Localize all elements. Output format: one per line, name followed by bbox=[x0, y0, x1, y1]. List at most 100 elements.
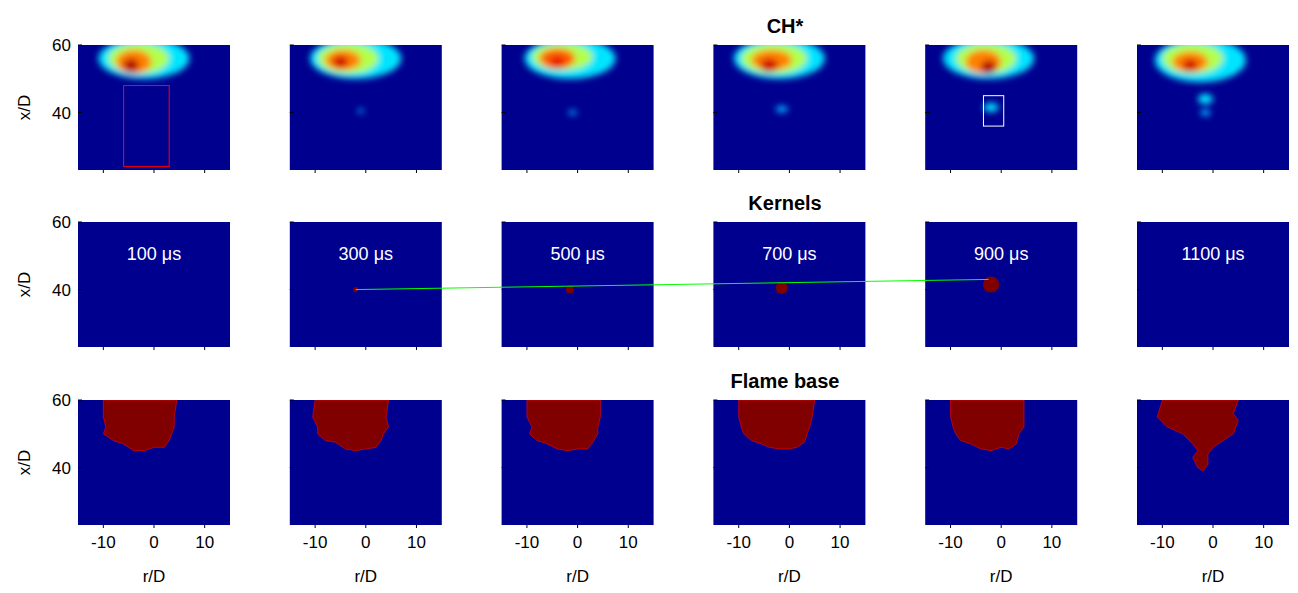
x-tick bbox=[1001, 525, 1002, 528]
intensity-blob bbox=[983, 103, 998, 112]
x-tick bbox=[577, 347, 578, 350]
y-tick bbox=[502, 467, 506, 468]
panel-marks bbox=[1155, 45, 1246, 116]
panel-background bbox=[925, 222, 1077, 347]
flame-base-region bbox=[1157, 400, 1238, 471]
panel-background bbox=[1137, 400, 1289, 525]
x-tick bbox=[950, 170, 951, 173]
time-label: 900 μs bbox=[974, 244, 1028, 264]
intensity-blob bbox=[741, 45, 807, 74]
x-tick bbox=[1001, 170, 1002, 173]
panel-marks bbox=[98, 45, 189, 79]
y-tick bbox=[925, 222, 929, 223]
figure: CH*x/D4060Kernelsx/D4060100 μs300 μs500 … bbox=[0, 0, 1298, 593]
y-tick bbox=[290, 45, 294, 46]
x-tick bbox=[738, 525, 739, 528]
panel-marks bbox=[1157, 400, 1238, 471]
y-tick bbox=[502, 289, 506, 290]
y-tick-label: 60 bbox=[52, 213, 71, 232]
y-tick-label: 40 bbox=[52, 459, 71, 478]
flame-base-region bbox=[527, 400, 600, 451]
x-tick bbox=[204, 347, 205, 350]
panel-background bbox=[925, 400, 1077, 525]
panel-marks bbox=[943, 45, 1034, 112]
y-tick bbox=[925, 45, 929, 46]
intensity-field bbox=[1155, 45, 1246, 116]
x-tick bbox=[204, 525, 205, 528]
panel-marks bbox=[103, 400, 176, 451]
x-tick bbox=[628, 347, 629, 350]
panel-background bbox=[502, 400, 654, 525]
x-tick bbox=[840, 525, 841, 528]
intensity-blob bbox=[1172, 52, 1207, 72]
time-label: 500 μs bbox=[550, 244, 604, 264]
panel-marks bbox=[776, 282, 788, 294]
intensity-blob bbox=[981, 60, 996, 74]
panel-marks bbox=[310, 45, 401, 113]
x-tick bbox=[365, 525, 366, 528]
x-tick bbox=[738, 347, 739, 350]
intensity-blob bbox=[776, 106, 788, 113]
x-tick bbox=[1263, 347, 1264, 350]
intensity-blob bbox=[116, 50, 151, 74]
y-tick bbox=[713, 467, 717, 468]
x-tick bbox=[204, 170, 205, 173]
x-tick-label: -10 bbox=[303, 533, 328, 552]
x-tick-label: 0 bbox=[361, 533, 370, 552]
panel-background bbox=[502, 222, 654, 347]
intensity-blob bbox=[532, 45, 593, 70]
intensity-field bbox=[98, 45, 189, 79]
x-tick bbox=[416, 347, 417, 350]
x-tick bbox=[577, 525, 578, 528]
x-tick bbox=[315, 170, 316, 173]
y-tick bbox=[290, 112, 294, 113]
x-tick bbox=[840, 170, 841, 173]
y-tick bbox=[925, 400, 929, 401]
x-tick bbox=[628, 170, 629, 173]
intensity-blob bbox=[1198, 94, 1213, 104]
y-tick bbox=[502, 45, 506, 46]
intensity-blob bbox=[108, 45, 169, 74]
x-tick bbox=[103, 525, 104, 528]
x-tick bbox=[416, 170, 417, 173]
panel-background bbox=[78, 400, 230, 525]
y-tick bbox=[502, 400, 506, 401]
panel-background bbox=[713, 400, 865, 525]
intensity-blob bbox=[1162, 45, 1223, 74]
y-tick bbox=[78, 45, 82, 46]
intensity-blob bbox=[966, 50, 1001, 74]
kernel bbox=[983, 276, 999, 292]
kernel bbox=[566, 286, 574, 294]
intensity-blob bbox=[550, 57, 565, 67]
x-tick bbox=[1263, 525, 1264, 528]
intensity-blob bbox=[333, 56, 348, 68]
intensity-blob bbox=[325, 50, 360, 70]
x-tick-label: 0 bbox=[996, 533, 1005, 552]
x-tick-label: -10 bbox=[726, 533, 751, 552]
y-tick-label: 60 bbox=[52, 36, 71, 55]
y-tick bbox=[1137, 467, 1141, 468]
intensity-blob bbox=[124, 59, 139, 73]
x-tick bbox=[1051, 170, 1052, 173]
row-title: Kernels bbox=[748, 192, 821, 214]
intensity-field bbox=[524, 45, 615, 115]
panel-background bbox=[290, 400, 442, 525]
flame-base-region bbox=[951, 400, 1024, 451]
y-tick bbox=[78, 289, 82, 290]
intensity-blob bbox=[956, 45, 1017, 74]
x-axis-title: r/D bbox=[778, 567, 801, 586]
region-box bbox=[983, 96, 1003, 126]
x-tick bbox=[1001, 347, 1002, 350]
y-tick bbox=[1137, 112, 1141, 113]
intensity-blob bbox=[358, 109, 364, 113]
x-axis-title: r/D bbox=[990, 567, 1013, 586]
y-tick bbox=[78, 222, 82, 223]
y-tick-label: 40 bbox=[52, 104, 71, 123]
intensity-field bbox=[943, 45, 1034, 112]
y-tick bbox=[713, 222, 717, 223]
intensity-blob bbox=[1155, 45, 1246, 82]
row-title: Flame base bbox=[731, 370, 840, 392]
intensity-blob bbox=[1200, 109, 1210, 116]
x-tick bbox=[365, 170, 366, 173]
intensity-blob bbox=[318, 45, 379, 74]
